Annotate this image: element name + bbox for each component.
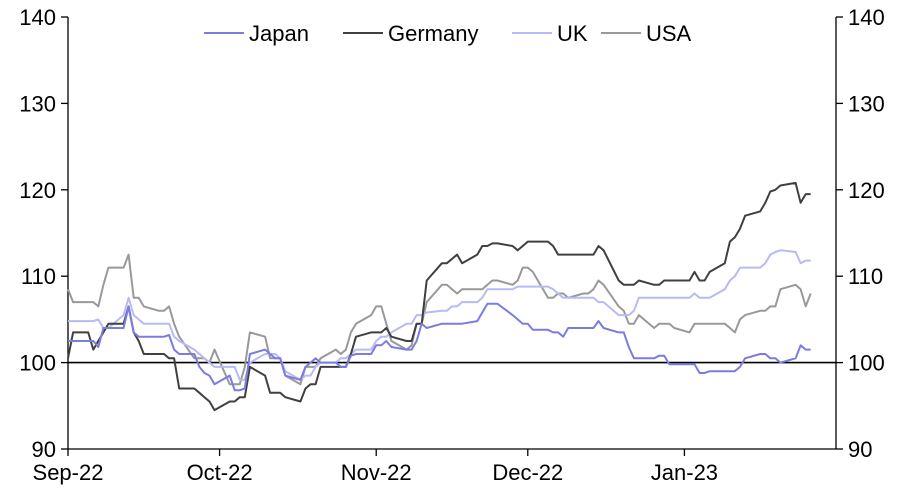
series-group	[67, 181, 812, 412]
y-tick-label-right: 120	[848, 178, 885, 203]
x-tick-label: Sep-22	[33, 460, 104, 485]
legend: Japan Germany UK USA	[204, 21, 692, 46]
y-tick-label-right: 110	[848, 264, 883, 289]
series-line-usa	[67, 253, 812, 386]
y-tick-label-left: 110	[21, 264, 56, 289]
legend-label-uk: UK	[557, 21, 588, 46]
y-tick-label-left: 100	[19, 351, 56, 376]
y-tick-label-left: 130	[19, 91, 56, 116]
y-tick-label-right: 90	[848, 437, 872, 462]
series-line-germany	[67, 181, 811, 412]
axes: 90 90 100 100 110 110 120 120 130 130 140 140 Sep-22…	[19, 5, 884, 485]
x-tick-label: Dec-22	[492, 460, 563, 485]
legend-label-japan: Japan	[249, 21, 309, 46]
y-tick-label-left: 140	[19, 5, 56, 30]
series-line-uk	[68, 249, 811, 381]
series-line-japan	[68, 302, 811, 392]
x-tick-label: Jan-23	[651, 460, 718, 485]
y-tick-label-right: 100	[848, 351, 885, 376]
y-tick-label-right: 140	[848, 5, 885, 30]
x-tick-label: Nov-22	[341, 460, 412, 485]
legend-label-usa: USA	[646, 21, 692, 46]
y-tick-label-left: 90	[32, 437, 56, 462]
y-tick-label-right: 130	[848, 91, 885, 116]
x-tick-label: Oct-22	[187, 460, 253, 485]
y-tick-label-left: 120	[19, 178, 56, 203]
legend-label-germany: Germany	[388, 21, 478, 46]
